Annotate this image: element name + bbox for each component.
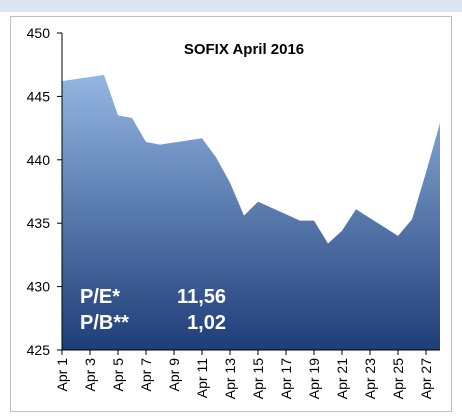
x-tick-label: Apr 9 [166,358,182,392]
x-tick-label: Apr 25 [390,358,406,399]
x-tick-label: Apr 19 [306,358,322,399]
x-tick-label: Apr 1 [54,358,70,392]
x-tick-label: Apr 23 [362,358,378,399]
y-tick-label: 425 [27,342,51,358]
x-tick-label: Apr 17 [278,358,294,399]
x-tick-label: Apr 5 [110,358,126,392]
annotation-label: P/B** [80,312,129,334]
x-tick-label: Apr 3 [82,358,98,392]
y-tick-label: 430 [27,279,51,295]
x-tick-label: Apr 27 [418,358,434,399]
x-tick-label: Apr 7 [138,358,154,392]
y-tick-label: 445 [27,88,51,104]
chart-title: SOFIX April 2016 [184,41,304,58]
x-tick-label: Apr 21 [334,358,350,399]
annotation-label: P/E* [80,286,120,308]
y-tick-label: 435 [27,215,51,231]
area [62,74,440,351]
top-band [0,0,462,12]
y-tick-label: 450 [27,25,51,41]
x-tick-label: Apr 15 [250,358,266,399]
y-tick-label: 440 [27,152,51,168]
x-tick-label: Apr 13 [222,358,238,399]
annotation-value: 11,56 [177,286,226,308]
x-tick-label: Apr 11 [194,358,210,398]
annotation-value: 1,02 [187,312,226,334]
